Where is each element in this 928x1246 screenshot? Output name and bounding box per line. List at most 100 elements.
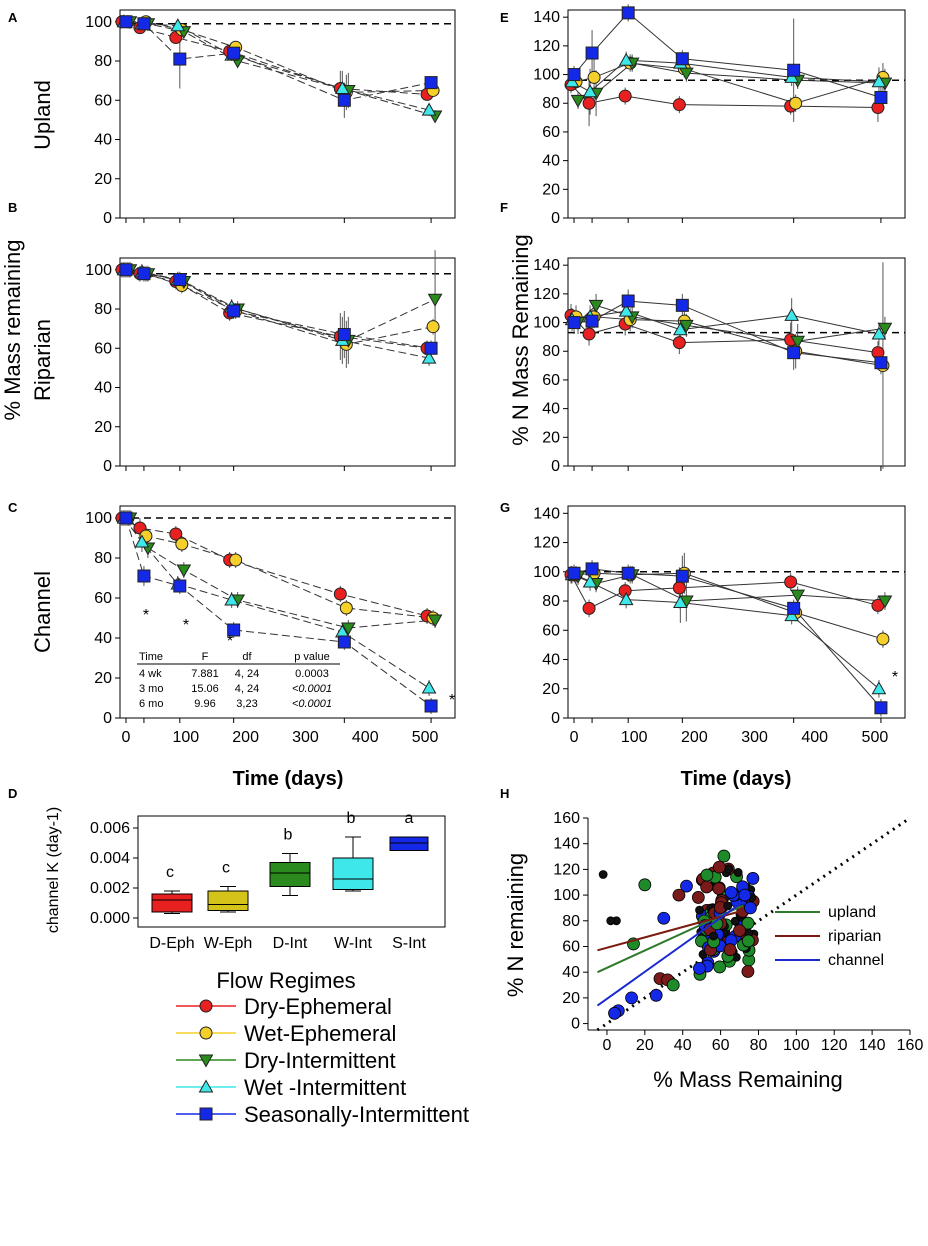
panel-f-ytick-label: 0 bbox=[551, 458, 560, 475]
panel-e-wet-intermittent-point bbox=[582, 84, 598, 98]
panel-c-frame bbox=[119, 505, 456, 719]
panel-g-letter: G bbox=[500, 500, 510, 515]
panel-c-dry-ephemeral-point bbox=[333, 587, 347, 601]
panel-a-ytick-label: 0 bbox=[103, 210, 112, 227]
panel-g-ytick-label: 80 bbox=[542, 593, 560, 610]
panel-h-scatter-point bbox=[712, 860, 726, 874]
panel-d-category-label: S-Int bbox=[392, 935, 426, 952]
panel-g-wet-intermittent-point bbox=[871, 681, 887, 695]
panel-e-dry-ephemeral-point bbox=[672, 98, 686, 112]
panel-h-fit-riparian bbox=[597, 909, 744, 952]
panel-g-seasonally-intermittent-point bbox=[675, 569, 689, 583]
panel-e-seasonally-intermittent-point bbox=[621, 6, 635, 20]
panel-e-dry-ephemeral-point bbox=[618, 89, 632, 103]
panel-h-scatter-point bbox=[713, 960, 727, 974]
panel-b-ytick-label: 20 bbox=[94, 419, 112, 436]
panel-a-seasonally-intermittent-point bbox=[137, 17, 151, 31]
stats-cell: 6 mo bbox=[139, 698, 163, 710]
panel-g-xtick-label: 0 bbox=[570, 729, 579, 746]
panel-d-box bbox=[269, 862, 311, 887]
panel-g-wet-intermittent-point bbox=[618, 592, 634, 606]
panel-g-ytick-label: 100 bbox=[533, 564, 560, 581]
panel-c-wet-ephemeral-point bbox=[339, 601, 353, 615]
panel-g-seasonally-intermittent-point bbox=[567, 566, 581, 580]
panel-d-ytick-label: 0.006 bbox=[90, 820, 130, 837]
panel-c-xtick-label: 0 bbox=[122, 729, 131, 746]
panel-e-dry-intermittent-point bbox=[570, 94, 586, 108]
panel-b-ytick-label: 0 bbox=[103, 458, 112, 475]
stats-cell: 7.881 bbox=[191, 668, 219, 680]
panel-g-seasonally-intermittent-point bbox=[874, 701, 888, 715]
panel-h-y-axis-title: % N remaining bbox=[503, 853, 528, 997]
panel-b-wet-intermittent-point bbox=[421, 350, 437, 364]
panel-a-seasonally-intermittent-point bbox=[424, 76, 438, 90]
panel-f-ytick-label: 80 bbox=[542, 343, 560, 360]
panel-a-wet-intermittent-point bbox=[334, 80, 350, 94]
panel-h-ytick-label: 60 bbox=[562, 938, 580, 955]
panel-c-dry-ephemeral-line bbox=[121, 517, 428, 617]
panel-g-ytick-label: 20 bbox=[542, 681, 560, 698]
legend-marker bbox=[198, 1079, 214, 1093]
panel-g-seasonally-intermittent-point bbox=[621, 566, 635, 580]
panel-d-category-label: D-Eph bbox=[149, 935, 194, 952]
panel-c-dry-ephemeral-point bbox=[169, 527, 183, 541]
panel-c-seasonally-intermittent-point bbox=[119, 511, 133, 525]
significance-star: * bbox=[227, 633, 233, 650]
panel-d-box bbox=[332, 857, 374, 890]
panel-e-dry-ephemeral-point bbox=[582, 96, 596, 110]
panel-f-ytick-label: 140 bbox=[533, 257, 560, 274]
panel-c-wet-ephemeral-point bbox=[175, 537, 189, 551]
stats-cell: 15.06 bbox=[191, 683, 219, 695]
panel-b-ytick-label: 60 bbox=[94, 340, 112, 357]
panel-f-seasonally-intermittent-point bbox=[567, 316, 581, 330]
panel-a-seasonally-intermittent-point bbox=[227, 46, 241, 60]
panel-h-scatter-point bbox=[723, 943, 737, 957]
panel-g-dry-intermittent-point bbox=[877, 595, 893, 609]
panel-a-ytick-label: 100 bbox=[85, 14, 112, 31]
panel-h-xtick-label: 20 bbox=[636, 1037, 654, 1054]
panel-c-xtick-label: 200 bbox=[232, 729, 259, 746]
panel-g-xtick-label: 200 bbox=[681, 729, 708, 746]
panel-h-ytick-label: 40 bbox=[562, 964, 580, 981]
panel-b-seasonally-intermittent-point bbox=[424, 341, 438, 355]
legend-marker bbox=[199, 999, 213, 1013]
stats-cell: <0.0001 bbox=[292, 683, 332, 695]
panel-a-ytick-label: 60 bbox=[94, 92, 112, 109]
panel-h-ytick-label: 80 bbox=[562, 913, 580, 930]
panel-a-wet-intermittent-line bbox=[123, 21, 430, 111]
legend-marker bbox=[199, 1026, 213, 1040]
panel-c-xtick-label: 300 bbox=[292, 729, 319, 746]
panel-a-dry-ephemeral-line bbox=[121, 21, 428, 95]
panel-d-significance-letter: c bbox=[222, 860, 230, 877]
panel-e-frame bbox=[567, 9, 906, 219]
panel-c-x-axis-title: Time (days) bbox=[233, 768, 344, 790]
panel-h-scatter-point bbox=[709, 931, 718, 941]
panel-c-seasonally-intermittent-point bbox=[337, 635, 351, 649]
panel-e-wet-ephemeral-point bbox=[587, 70, 601, 84]
panel-g-wet-intermittent-point bbox=[784, 608, 800, 622]
mass-remaining-axis-label: % Mass remaining bbox=[0, 240, 25, 421]
panel-g-xtick-label: 300 bbox=[741, 729, 768, 746]
panel-b-seasonally-intermittent-point bbox=[337, 328, 351, 342]
stats-header: F bbox=[202, 651, 209, 663]
panel-h-xtick-label: 140 bbox=[859, 1037, 886, 1054]
panel-h-scatter-point bbox=[741, 934, 755, 948]
legend-label: Seasonally-Intermittent bbox=[244, 1102, 469, 1127]
panel-f-seasonally-intermittent-point bbox=[675, 298, 689, 312]
panel-f-dry-ephemeral-line bbox=[570, 315, 879, 354]
panel-c-wet-intermittent-point bbox=[421, 680, 437, 694]
panel-d-y-axis-title: channel K (day-1) bbox=[45, 807, 62, 933]
panel-f-wet-intermittent-point bbox=[871, 326, 887, 340]
panel-h-scatter-point bbox=[730, 916, 740, 926]
panel-h-xtick-label: 40 bbox=[674, 1037, 692, 1054]
stats-cell: 9.96 bbox=[194, 698, 215, 710]
panel-f-seasonally-intermittent-point bbox=[874, 356, 888, 370]
panel-d-significance-letter: c bbox=[166, 864, 174, 881]
panel-h-ytick-label: 120 bbox=[553, 861, 580, 878]
panel-e-seasonally-intermittent-point bbox=[874, 91, 888, 105]
panel-e-dry-ephemeral-line bbox=[570, 84, 878, 109]
panel-h-scatter-point bbox=[712, 882, 726, 895]
panel-f-wet-intermittent-point bbox=[618, 303, 634, 317]
panel-h-legend-label: upland bbox=[828, 904, 876, 921]
